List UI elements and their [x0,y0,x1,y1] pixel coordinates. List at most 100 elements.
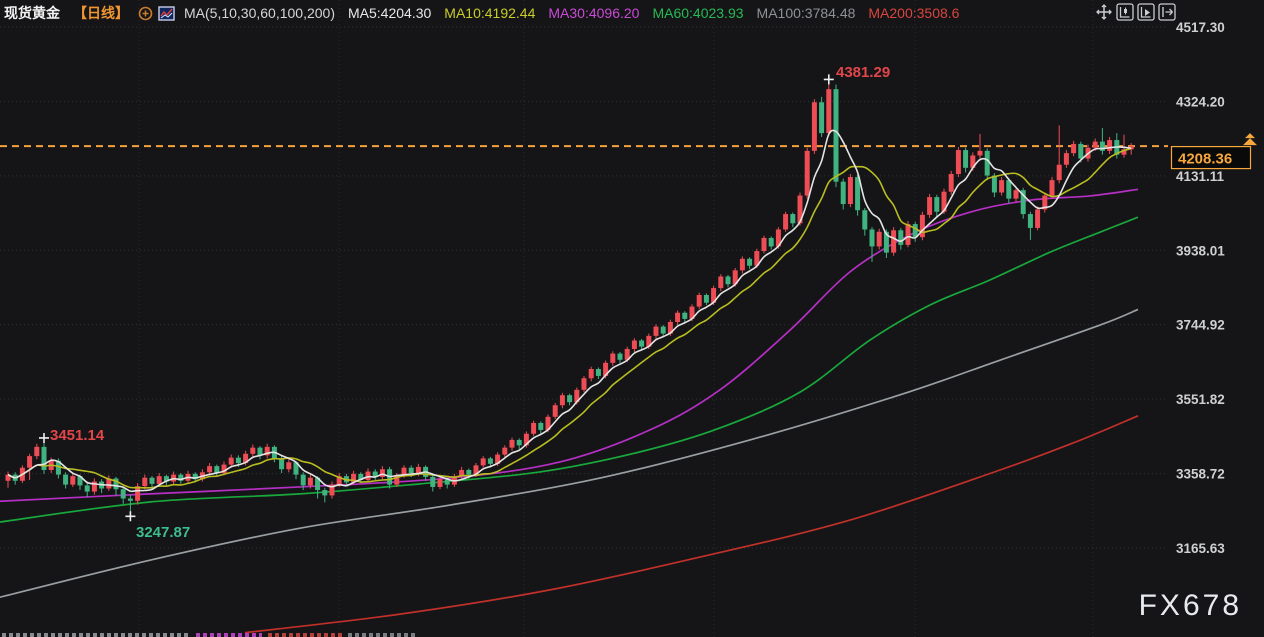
candle-body [430,476,436,487]
candle-body [703,295,709,303]
candle-body [1049,180,1055,196]
candle-body [675,312,681,322]
candle-body [41,446,47,470]
ma60-value-label: MA60:4023.93 [652,5,744,21]
candle-body [667,321,673,334]
ma200-line [244,415,1139,634]
ma5-line [7,129,1132,493]
candle-body [509,439,515,448]
candle-body [34,446,40,457]
candle-body [999,180,1005,193]
candle-body [538,422,544,430]
candle-body [55,460,61,475]
candle-body [955,150,961,174]
candle-body [77,476,83,486]
candle-body [113,478,119,490]
candle-body [264,446,270,456]
extreme-cross-marker [39,432,49,443]
candle-body [487,458,493,464]
candle-body [567,395,573,403]
candle-body [142,477,148,487]
candle-body [855,177,861,211]
go-to-latest-icon[interactable] [1158,3,1176,21]
candle-body [235,457,241,464]
candle-body [761,237,767,252]
candle-body [552,405,558,417]
price-axis[interactable]: 4517.30 4324.20 4131.11 3938.01 3744.92 3551.… [1176,20,1225,556]
candle-body [984,150,990,176]
ma100-line [0,308,1139,599]
indicator-settings-icon[interactable] [138,6,153,21]
candle-body [1063,153,1069,165]
candle-body [963,150,969,168]
last-price-badge-box [1170,145,1252,170]
candle-body [682,312,688,319]
candle-body [826,89,832,134]
candle-body [1056,164,1062,181]
candle-body [178,474,184,481]
candle-body [156,476,162,484]
chart-toolbar [1095,3,1176,21]
candle-body [408,467,414,474]
candle-body [322,490,328,496]
candle-body [84,485,90,492]
auto-scroll-icon[interactable] [1137,3,1155,21]
timeframe-label[interactable]: 【日线】 [73,5,129,21]
candle-body [502,447,508,455]
candle-body [149,477,155,484]
candle-body [754,251,760,266]
extreme-cross-marker [823,74,834,85]
candle-body [905,224,911,245]
candle-body [646,335,652,347]
crosshair-move-icon[interactable] [1095,3,1113,21]
candle-body [811,102,817,151]
candle-body [127,498,133,501]
candle-body [394,475,400,485]
candle-body [307,477,313,486]
candle-body [495,454,501,464]
symbol-title: 现货黄金 [4,5,60,21]
candle-body [91,481,97,492]
candle-body [610,353,616,363]
candle-body [574,389,580,403]
candle-body [531,422,537,434]
candle-body [595,369,601,376]
candle-body [898,230,904,245]
candle-body [1071,143,1077,154]
gridlines-layer [0,0,1168,637]
candle-body [927,197,933,215]
candle-body [459,469,465,477]
extreme-price-label: 3247.87 [136,524,190,541]
candle-body [660,326,666,334]
candle-body [214,466,220,474]
candle-body [329,484,335,496]
ma-params-label: MA(5,10,30,60,100,200) [184,5,335,21]
candle-body [639,340,645,347]
ma60-line [0,216,1139,523]
candle-body [120,489,126,499]
candle-body [797,195,803,224]
chart-header: 现货黄金 【日线】 MA(5,10,30,60,100,200) MA5:420… [0,0,959,26]
candle-body [523,433,529,446]
price-axis-tick-label: 3938.01 [1176,243,1225,258]
candle-body [279,458,285,470]
candle-body [1121,149,1127,155]
ma100-value-label: MA100:3784.48 [756,5,856,21]
scale-fit-left-icon[interactable] [1116,3,1134,21]
candle-body [768,237,774,247]
candle-body [840,181,846,205]
candle-body [401,467,407,476]
candle-body [970,155,976,168]
candle-body [891,230,897,253]
candle-body [588,369,594,379]
last-price-badge: 4208.36 [1170,133,1257,170]
candle-body [192,473,198,480]
candle-body [27,456,33,468]
candle-body [948,173,954,192]
extreme-price-label: 3451.14 [50,427,105,444]
candle-body [480,458,486,466]
mini-chart-icon[interactable] [158,5,175,21]
candle-body [696,295,702,307]
